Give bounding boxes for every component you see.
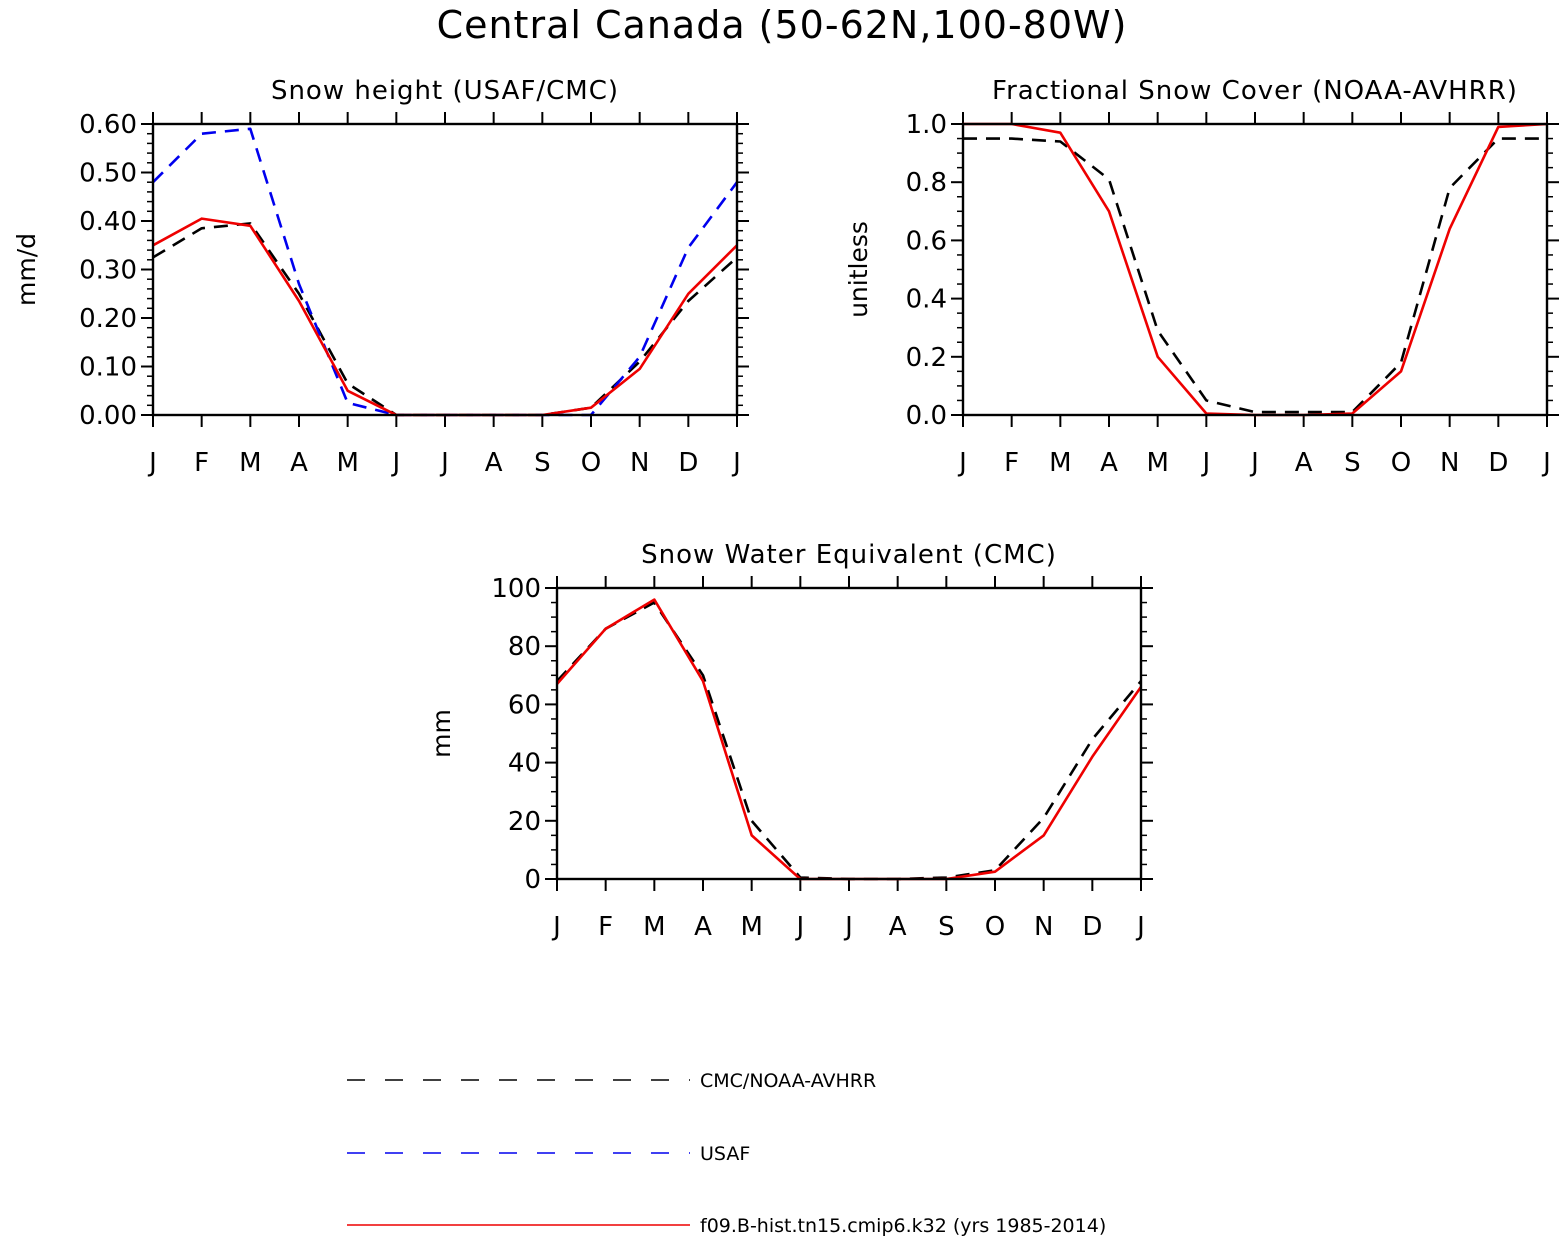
x-tick-label: D [1082,912,1102,942]
series-line-cmc [963,137,1547,414]
y-axis-label: mm/d [12,233,41,306]
x-tick-label: D [1488,448,1508,478]
series-line-model [963,122,1548,417]
y-tick-label: 40 [508,749,541,779]
panel-fractional-snow-cover: Fractional Snow Cover (NOAA-AVHRR) unitle… [844,76,1559,478]
legend-label-model: f09.B-hist.tn15.cmip6.k32 (yrs 1985-2014… [700,1215,1106,1237]
y-tick-label: 0.6 [906,226,947,256]
y-tick-label: 0.30 [79,256,137,286]
y-tick-label: 0.00 [79,401,137,431]
y-tick-label: 20 [508,807,541,837]
plot-frame [961,122,1549,417]
x-tick-label: O [985,912,1005,942]
y-axis-label: mm [427,709,456,758]
x-tick-label: J [1135,912,1145,942]
y-tick-label: 0.4 [906,285,947,315]
x-tick-label: J [731,448,741,478]
x-tick-label: A [1100,448,1118,478]
x-tick-label: M [740,912,762,942]
x-tick-label: A [485,448,503,478]
panel-title: Fractional Snow Cover (NOAA-AVHRR) [992,76,1518,106]
y-tick-label: 0.50 [79,159,137,189]
legend-label-cmc: CMC/NOAA-AVHRR [700,1070,876,1092]
y-axis-label: unitless [844,221,873,318]
x-tick-label: J [957,448,967,478]
y-tick-label: 0.20 [79,304,137,334]
x-tick-label: D [678,448,698,478]
y-tick-label: 1.0 [906,110,947,140]
x-tick-label: J [439,448,449,478]
series-line-cmc [152,222,738,417]
x-tick-label: M [336,448,358,478]
y-tick-label: 80 [508,632,541,662]
series-line-model [152,217,738,417]
series-line-cmc [556,601,1142,881]
y-tick-label: 0.8 [906,168,947,198]
x-tick-label: F [194,448,209,478]
x-tick-label: O [581,448,601,478]
panel-title: Snow height (USAF/CMC) [271,76,619,106]
x-tick-label: M [1146,448,1168,478]
plot-frame [151,122,739,417]
x-tick-label: N [630,448,649,478]
x-tick-label: J [843,912,853,942]
panel-snow-water-equivalent: Snow Water Equivalent (CMC) mm 0 20 40 60 80 10… [427,540,1153,942]
x-tick-label: A [694,912,712,942]
x-tick-label: A [1295,448,1313,478]
y-tick-label: 0.40 [79,207,137,237]
y-tick-label: 60 [508,690,541,720]
x-tick-label: O [1391,448,1411,478]
y-tick-label: 100 [491,574,541,604]
x-tick-label: M [1049,448,1071,478]
x-tick-label: J [794,912,804,942]
plot-frame [555,586,1143,881]
x-tick-label: F [1004,448,1019,478]
x-tick-label: J [147,448,157,478]
panel-title: Snow Water Equivalent (CMC) [641,540,1057,570]
legend: CMC/NOAA-AVHRR USAF f09.B-hist.tn15.cmip… [347,1070,1106,1237]
panel-snow-height: Snow height (USAF/CMC) mm/d 0.00 0.10 0.20 0.… [12,76,749,478]
series-line-usaf [152,127,739,417]
x-tick-label: F [598,912,613,942]
series-line-model [556,598,1143,881]
x-tick-label: N [1034,912,1053,942]
y-tick-label: 0.0 [906,401,947,431]
legend-label-usaf: USAF [700,1143,750,1165]
x-tick-label: J [551,912,561,942]
x-tick-label: M [239,448,261,478]
y-tick-label: 0.10 [79,353,137,383]
x-tick-label: A [290,448,308,478]
x-tick-label: J [1200,448,1210,478]
y-tick-label: 0.2 [906,343,947,373]
x-tick-label: S [938,912,955,942]
x-tick-label: N [1440,448,1459,478]
x-tick-label: A [889,912,907,942]
x-tick-label: M [643,912,665,942]
x-tick-label: J [1249,448,1259,478]
x-tick-label: S [1344,448,1361,478]
figure-title: Central Canada (50-62N,100-80W) [437,3,1128,47]
x-tick-label: J [1541,448,1551,478]
y-tick-label: 0 [524,865,541,895]
y-tick-label: 0.60 [79,110,137,140]
x-tick-label: S [534,448,551,478]
x-tick-label: J [390,448,400,478]
